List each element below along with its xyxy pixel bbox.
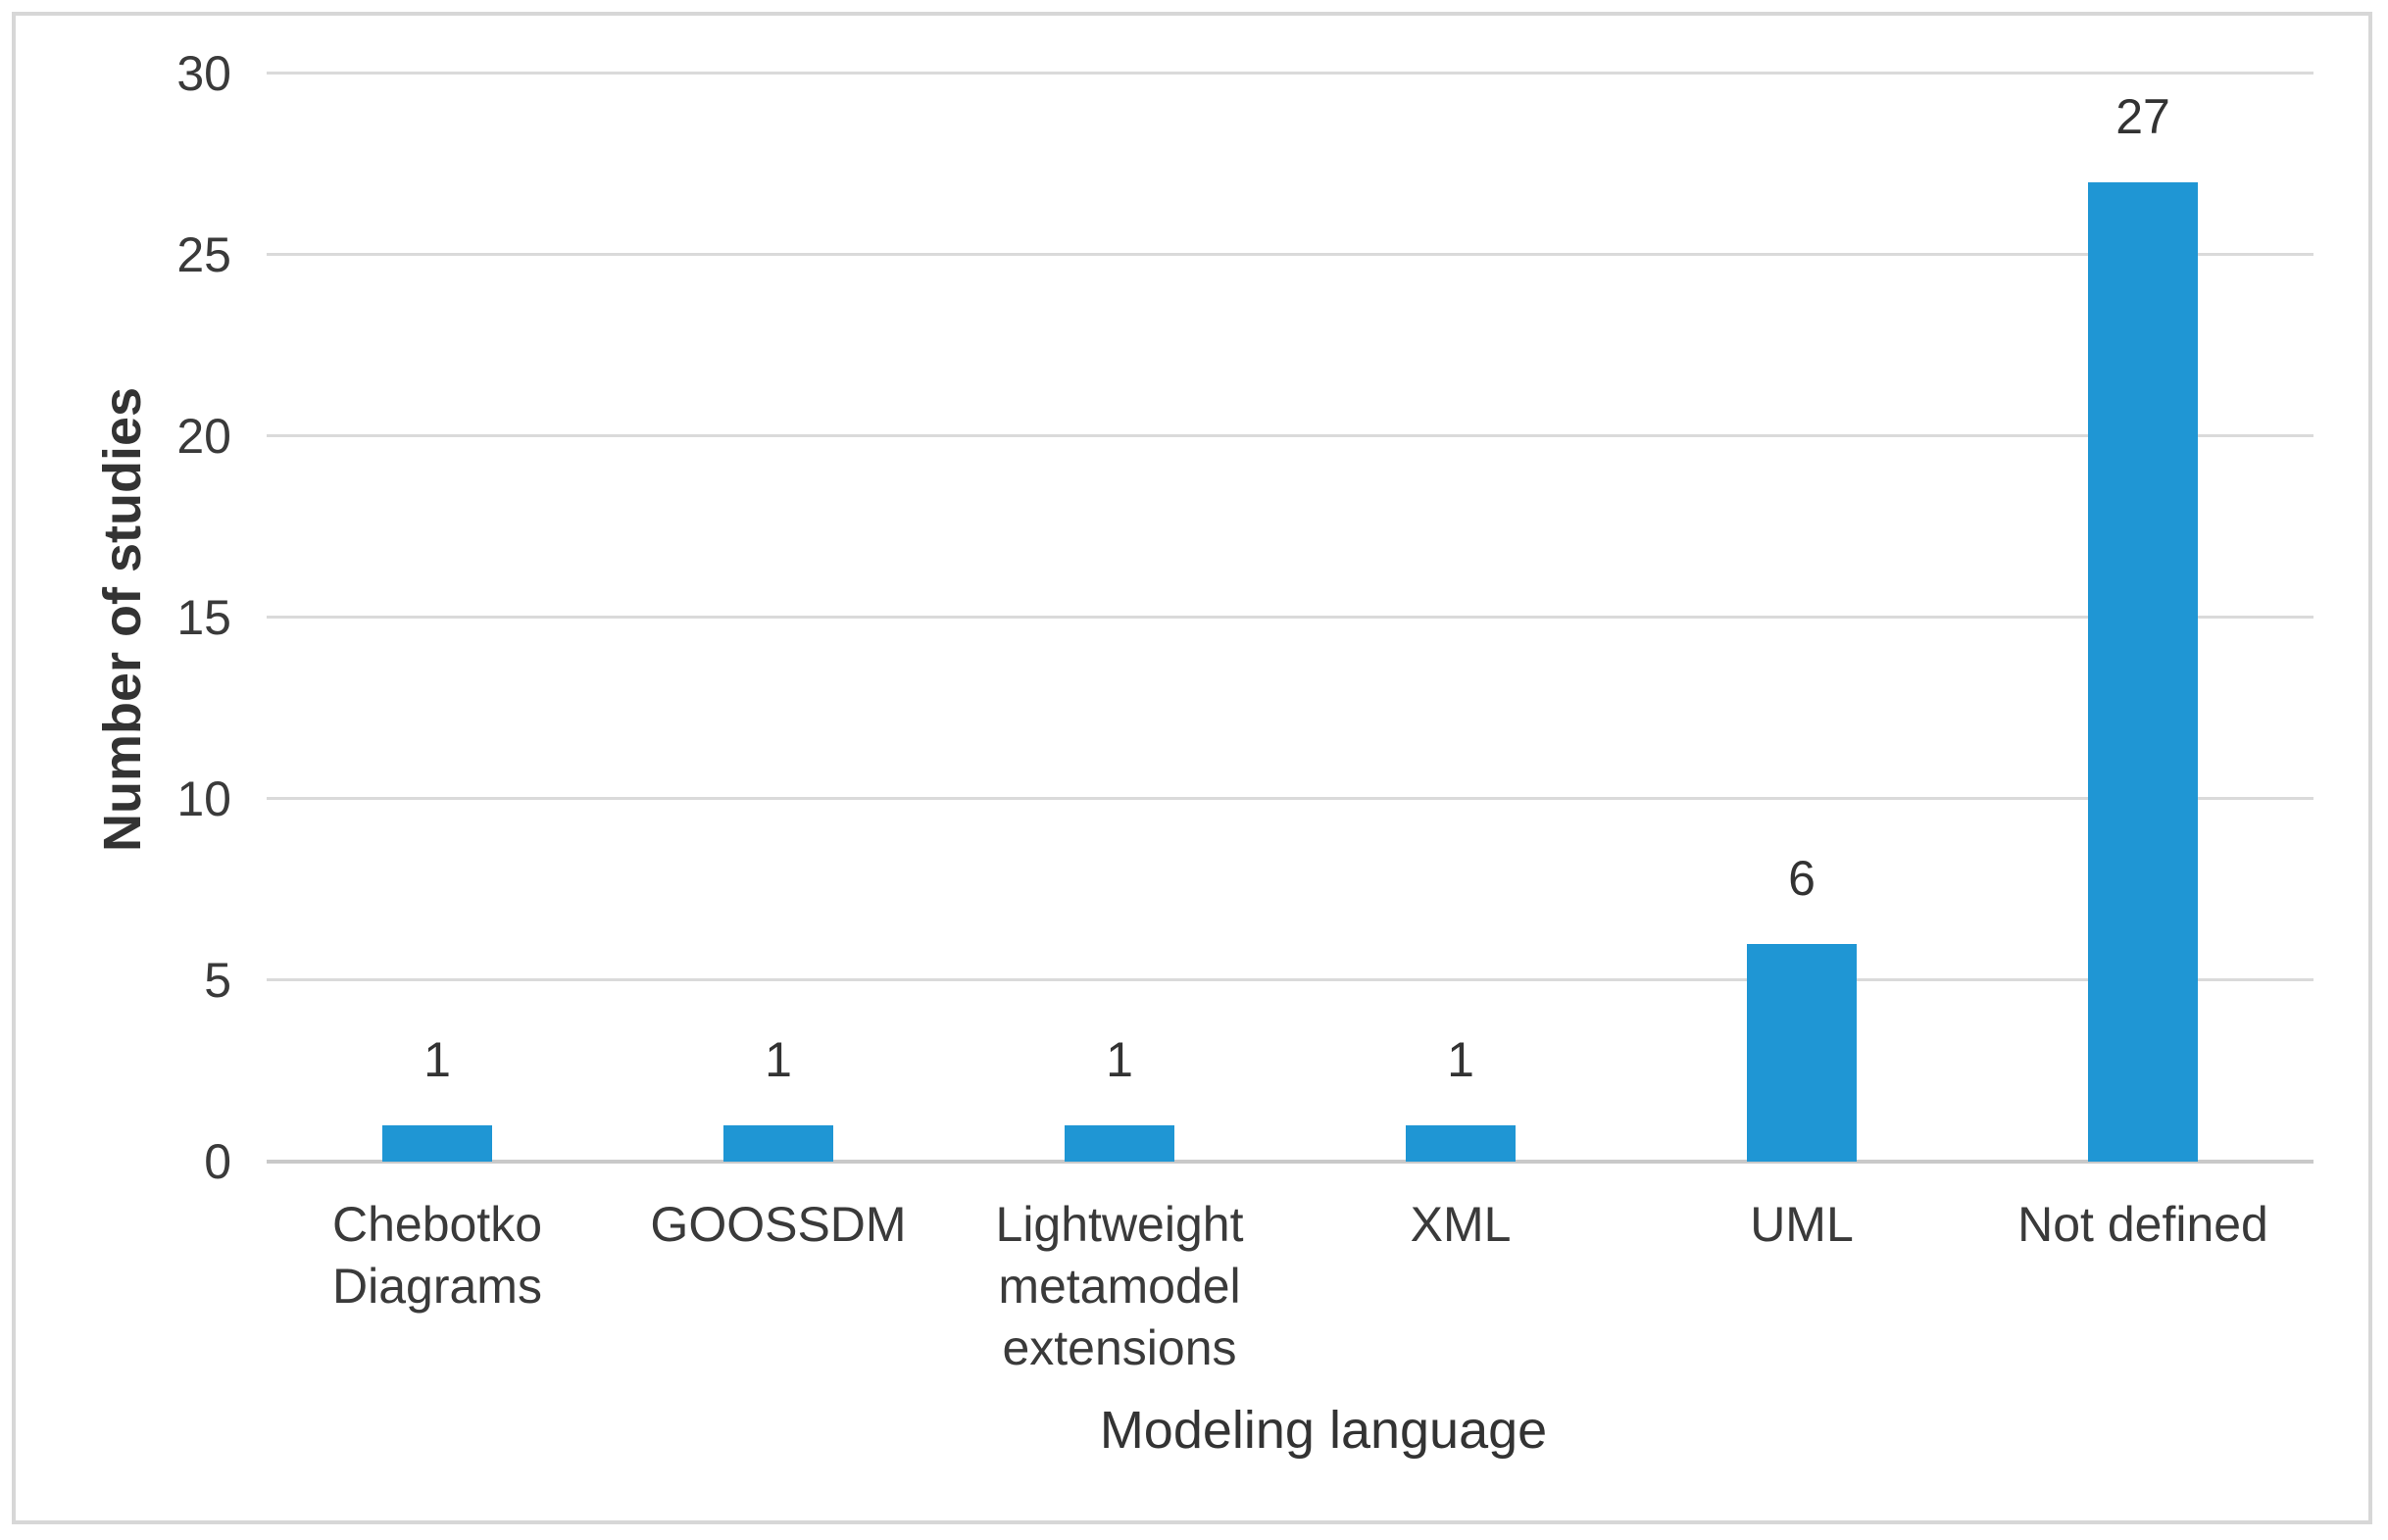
gridline bbox=[267, 978, 2313, 981]
bar-2 bbox=[723, 1125, 833, 1162]
x-category-label: XML bbox=[1255, 1194, 1667, 1256]
gridline bbox=[267, 797, 2313, 800]
gridline bbox=[267, 72, 2313, 75]
y-tick-label: 25 bbox=[176, 227, 231, 282]
x-category-label-line: extensions bbox=[1002, 1320, 1237, 1375]
y-tick-label: 5 bbox=[204, 953, 231, 1008]
bar-4 bbox=[1406, 1125, 1516, 1162]
gridline bbox=[267, 434, 2313, 437]
y-tick-label: 30 bbox=[176, 46, 231, 101]
gridline bbox=[267, 253, 2313, 256]
bar-data-label: 1 bbox=[423, 1032, 451, 1087]
x-category-label-line: Lightweight bbox=[995, 1197, 1244, 1252]
y-tick-label: 10 bbox=[176, 771, 231, 826]
x-category-label-line: metamodel bbox=[998, 1259, 1241, 1314]
x-category-label-line: Diagrams bbox=[332, 1259, 542, 1314]
bar-5 bbox=[1747, 944, 1857, 1162]
bar-3 bbox=[1065, 1125, 1174, 1162]
x-category-label: UML bbox=[1596, 1194, 2008, 1256]
y-axis-title: Number of studies bbox=[93, 386, 152, 853]
bar-data-label: 6 bbox=[1788, 851, 1816, 906]
x-category-label-line: Chebotko bbox=[331, 1197, 543, 1252]
y-tick-label: 0 bbox=[204, 1134, 231, 1189]
x-category-label: GOOSSDM bbox=[572, 1194, 984, 1256]
x-category-label: Chebotko Diagrams bbox=[231, 1194, 643, 1317]
x-category-label: Not defined bbox=[1937, 1194, 2349, 1256]
gridline bbox=[267, 616, 2313, 619]
bar-1 bbox=[382, 1125, 492, 1162]
x-category-label-line: GOOSSDM bbox=[650, 1197, 907, 1252]
bar-data-label: 1 bbox=[1447, 1032, 1474, 1087]
x-axis-line bbox=[267, 1160, 2313, 1164]
bar-data-label: 1 bbox=[1106, 1032, 1133, 1087]
x-category-label-line: XML bbox=[1410, 1197, 1512, 1252]
y-tick-label: 15 bbox=[176, 590, 231, 645]
bar-data-label: 1 bbox=[765, 1032, 792, 1087]
bar-6 bbox=[2088, 182, 2198, 1162]
x-category-label: Lightweight metamodel extensions bbox=[914, 1194, 1325, 1379]
bar-data-label: 27 bbox=[2115, 89, 2170, 144]
x-category-label-line: UML bbox=[1750, 1197, 1854, 1252]
y-tick-label: 20 bbox=[176, 409, 231, 464]
x-axis-title: Modeling language bbox=[1099, 1401, 1548, 1460]
x-category-label-line: Not defined bbox=[2017, 1197, 2268, 1252]
